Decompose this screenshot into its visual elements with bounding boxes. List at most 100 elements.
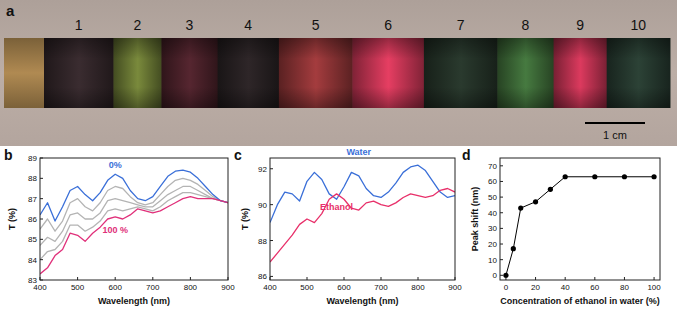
y-axis-title: T (%): [240, 208, 250, 230]
segment-label: 9: [576, 17, 584, 33]
y-tick: [500, 228, 503, 229]
x-tick-label: 900: [221, 283, 235, 292]
marker: [622, 174, 627, 179]
y-tick-label: 92: [258, 165, 267, 174]
y-tick-label: 84: [28, 256, 37, 265]
segment-label: 5: [312, 17, 320, 33]
plot-area: [503, 174, 656, 278]
x-axis-title: Wavelength (nm): [326, 296, 398, 306]
x-axis-title: Wavelength (nm): [98, 296, 170, 306]
y-tick-label: 30: [488, 224, 497, 233]
y-tick: [40, 158, 43, 159]
x-tick-label: 800: [184, 283, 198, 292]
x-tick-label: 0: [504, 283, 509, 292]
panel-letter: b: [4, 147, 13, 163]
series-label: Water: [346, 147, 371, 157]
scale-bar-label: 1 cm: [603, 129, 627, 141]
marker: [592, 174, 597, 179]
y-tick: [40, 259, 43, 260]
x-tick-label: 80: [620, 283, 629, 292]
x-tick: [152, 277, 153, 280]
y-tick: [500, 259, 503, 260]
x-tick: [505, 277, 506, 280]
y-tick-label: 70: [488, 162, 497, 171]
x-tick-label: 700: [374, 283, 388, 292]
x-tick-label: 700: [146, 283, 160, 292]
marker: [518, 205, 523, 210]
marker: [563, 174, 568, 179]
series-label: 100 %: [102, 225, 128, 235]
segment-label: 6: [384, 17, 392, 33]
plot-frame: [500, 158, 660, 280]
y-tick-label: 50: [488, 193, 497, 202]
x-tick-label: 500: [71, 283, 85, 292]
y-tick: [500, 244, 503, 245]
y-tick-label: 90: [258, 201, 267, 210]
marker: [511, 246, 516, 251]
y-tick-label: 60: [488, 177, 497, 186]
series-line: [40, 178, 228, 231]
y-tick: [500, 212, 503, 213]
series-line: [270, 165, 455, 222]
y-tick-label: 86: [258, 272, 267, 281]
series-line: [40, 193, 228, 260]
x-tick-label: 20: [531, 283, 540, 292]
x-tick-label: 60: [590, 283, 599, 292]
x-tick-label: 40: [561, 283, 570, 292]
segment-label: 7: [457, 17, 465, 33]
segment-label: 3: [186, 17, 194, 33]
y-axis-title: T (%): [7, 208, 17, 230]
marker: [651, 174, 656, 179]
x-tick: [624, 277, 625, 280]
plot-frame: [40, 158, 228, 280]
x-tick: [418, 277, 419, 280]
y-tick: [40, 198, 43, 199]
series-line: [40, 170, 228, 221]
plot-area: [270, 165, 455, 262]
x-tick: [77, 277, 78, 280]
series-label: Ethanol: [320, 202, 353, 212]
y-tick-label: 85: [28, 235, 37, 244]
x-tick: [535, 277, 536, 280]
x-tick-label: 600: [109, 283, 123, 292]
y-tick-label: 86: [28, 215, 37, 224]
series-line: [270, 189, 455, 263]
x-tick: [344, 277, 345, 280]
y-tick: [500, 275, 503, 276]
y-tick-label: 20: [488, 240, 497, 249]
x-tick: [455, 277, 456, 280]
segment-label: 2: [134, 17, 142, 33]
x-tick-label: 600: [337, 283, 351, 292]
panel-letter: a: [6, 2, 15, 19]
x-tick: [115, 277, 116, 280]
x-tick-label: 500: [300, 283, 314, 292]
lower-background: [0, 146, 677, 317]
x-tick: [381, 277, 382, 280]
x-tick: [190, 277, 191, 280]
y-tick-label: 10: [488, 256, 497, 265]
marker: [533, 199, 538, 204]
y-tick-label: 87: [28, 195, 37, 204]
x-tick-label: 100: [647, 283, 661, 292]
x-tick: [228, 277, 229, 280]
series-line: [506, 177, 654, 276]
panel-letter: c: [234, 147, 242, 163]
x-tick: [565, 277, 566, 280]
y-tick: [270, 204, 273, 205]
segment-label: 1: [75, 17, 83, 33]
x-axis-title: Concentration of ethanol in water (%): [500, 296, 660, 306]
y-tick: [500, 197, 503, 198]
segment-label: 4: [244, 17, 252, 33]
series-line: [40, 197, 228, 274]
x-tick: [270, 277, 271, 280]
panel-letter: d: [462, 147, 471, 163]
x-tick-label: 900: [448, 283, 462, 292]
y-tick: [40, 280, 43, 281]
y-tick-label: 88: [258, 237, 267, 246]
y-tick: [270, 168, 273, 169]
y-tick: [40, 239, 43, 240]
segment-label: 10: [631, 17, 647, 33]
strip-shade: [44, 38, 670, 108]
x-tick-label: 800: [411, 283, 425, 292]
y-tick: [40, 219, 43, 220]
